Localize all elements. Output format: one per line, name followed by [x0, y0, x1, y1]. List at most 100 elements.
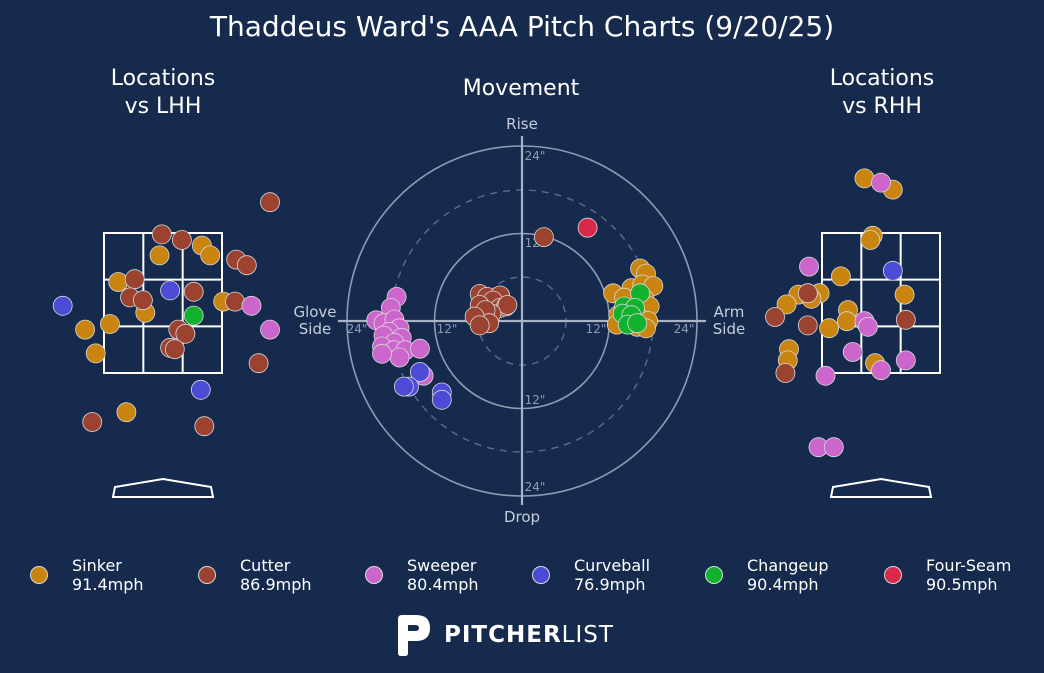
lhh-point-curveball	[52, 295, 73, 316]
rhh-point-sweeper	[871, 172, 891, 193]
lhh-point-cutter	[236, 255, 257, 276]
rhh-point-sinker	[894, 284, 915, 305]
ring-label-bottom-24: 24"	[525, 480, 546, 494]
lhh-point-changeup	[183, 305, 204, 326]
axis-label-arm-side-line2: Side	[713, 320, 745, 338]
lhh-point-cutter	[175, 323, 196, 344]
movement-point-sweeper	[389, 347, 410, 368]
legend-speed-sweeper: 80.4mph	[407, 575, 479, 594]
pitcherlist-p-icon	[398, 615, 430, 656]
legend-label-changeup: Changeup	[747, 556, 829, 575]
legend-item-four-seam: Four-Seam 90.5mph	[884, 556, 1011, 594]
movement-point-four-seam	[577, 217, 598, 238]
legend-speed-changeup: 90.4mph	[747, 575, 819, 594]
rhh-point-curveball	[882, 260, 903, 281]
rhh-point-sinker	[831, 266, 851, 287]
lhh-point-cutter	[248, 353, 269, 374]
movement-point-curveball	[431, 389, 452, 410]
axis-label-rise: Rise	[506, 115, 538, 133]
rhh-point-cutter	[895, 309, 916, 330]
lhh-panel-title: Locations vs LHH	[110, 66, 216, 119]
legend-item-sinker: Sinker 91.4mph	[30, 556, 144, 594]
legend-swatch-curveball	[532, 566, 550, 584]
lhh-point-sweeper	[260, 319, 280, 340]
brand-light: LIST	[561, 622, 614, 648]
axis-label-glove-side-line1: Glove	[293, 303, 336, 321]
legend-swatch-cutter	[198, 566, 216, 584]
rhh-point-sinker	[854, 168, 875, 189]
legend-label-sweeper: Sweeper	[407, 556, 477, 575]
rhh-point-sinker	[776, 294, 797, 315]
rhh-point-sweeper	[871, 360, 891, 381]
pitch-points	[52, 168, 916, 458]
lhh-point-sinker	[100, 314, 120, 334]
movement-point-cutter	[497, 295, 518, 315]
rhh-point-sweeper	[842, 342, 863, 362]
rhh-point-sinker	[860, 230, 881, 250]
lhh-point-sinker	[108, 272, 129, 292]
lhh-point-cutter	[171, 230, 192, 250]
rhh-point-sweeper	[895, 350, 916, 371]
legend-item-cutter: Cutter 86.9mph	[198, 556, 312, 594]
lhh-point-cutter	[194, 416, 215, 437]
legend-swatch-sweeper	[365, 566, 383, 584]
lhh-point-sinker	[149, 245, 170, 266]
axis-label-arm-side-line1: Arm	[714, 303, 745, 321]
rhh-point-cutter	[765, 307, 785, 327]
pitcherlist-wordmark: PITCHERLIST	[444, 622, 614, 648]
movement-point-sweeper	[372, 343, 392, 364]
lhh-point-curveball	[160, 280, 181, 301]
movement-point-curveball	[393, 376, 414, 397]
legend-label-curveball: Curveball	[574, 556, 651, 575]
lhh-point-cutter	[225, 291, 245, 312]
lhh-point-cutter	[124, 269, 145, 290]
brand-bold: PITCHER	[444, 622, 562, 648]
lhh-point-sinker	[85, 343, 106, 364]
legend-swatch-changeup	[705, 566, 723, 584]
lhh-point-cutter	[183, 281, 204, 302]
lhh-point-sinker	[75, 319, 95, 340]
rhh-point-sinker	[819, 318, 839, 339]
legend-speed-cutter: 86.9mph	[240, 575, 312, 594]
lhh-point-sinker	[200, 245, 221, 266]
movement-point-curveball	[409, 362, 430, 382]
pitcherlist-logo: PITCHERLIST	[394, 612, 614, 658]
legend-label-cutter: Cutter	[240, 556, 291, 575]
legend-swatch-sinker	[30, 566, 48, 584]
rhh-point-cutter	[775, 363, 796, 383]
rhh-zone-border	[821, 232, 941, 374]
rhh-point-cutter	[797, 283, 818, 304]
movement-point-cutter	[534, 227, 554, 248]
ring-label-bottom-12: 12"	[525, 393, 546, 407]
lhh-point-sweeper	[241, 295, 262, 316]
legend-item-sweeper: Sweeper 80.4mph	[365, 556, 479, 594]
rhh-point-sweeper	[858, 316, 878, 337]
rhh-point-sweeper	[823, 437, 844, 458]
movement-point-changeup	[627, 313, 648, 334]
movement-panel-title: Movement	[462, 76, 580, 101]
ring-label-right-12: 12"	[586, 322, 607, 336]
lhh-point-sinker	[116, 402, 137, 423]
legend-speed-four-seam: 90.5mph	[926, 575, 998, 594]
rhh-point-sinker	[836, 311, 857, 332]
movement-point-sweeper	[409, 338, 430, 359]
ring-label-top-24: 24"	[525, 149, 546, 163]
chart-title: Thaddeus Ward's AAA Pitch Charts (9/20/2…	[209, 10, 835, 43]
rhh-panel-title: Locations vs RHH	[829, 66, 935, 119]
ring-label-right-24: 24"	[674, 322, 695, 336]
lhh-home-plate	[111, 477, 215, 498]
legend-speed-curveball: 76.9mph	[574, 575, 646, 594]
legend-label-four-seam: Four-Seam	[926, 556, 1012, 575]
lhh-point-cutter	[260, 192, 280, 213]
rhh-point-sweeper	[815, 365, 836, 386]
lhh-point-cutter	[82, 412, 103, 432]
legend-item-curveball: Curveball 76.9mph	[532, 556, 650, 594]
lhh-point-curveball	[190, 379, 211, 400]
axis-label-drop: Drop	[504, 508, 540, 526]
lhh-point-cutter	[132, 290, 153, 311]
lhh-point-cutter	[151, 224, 172, 245]
lhh-point-cutter	[164, 339, 185, 360]
lhh-strike-zone	[103, 232, 223, 498]
